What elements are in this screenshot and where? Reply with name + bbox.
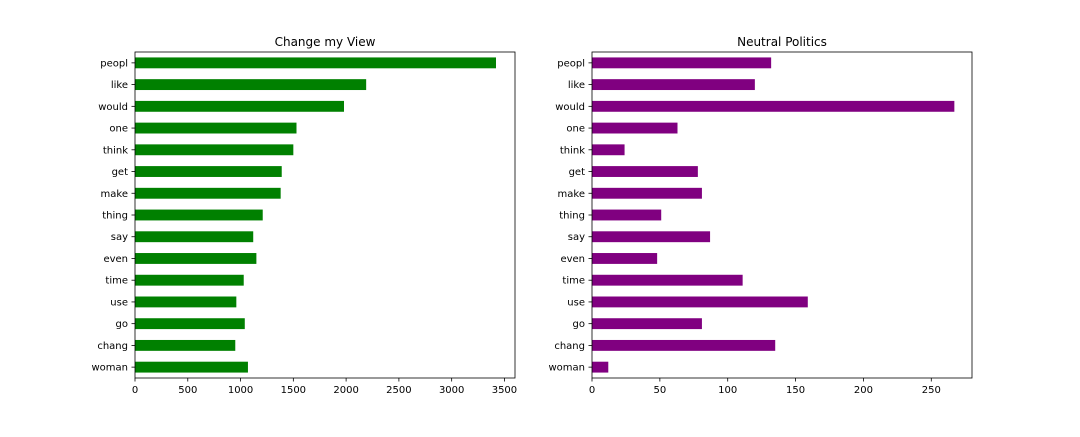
chart-panel-neutral-politics: Neutral Politics peopl like would one think g… [548, 35, 973, 396]
y-tick-label: go [573, 319, 585, 330]
y-tick-label: thing [559, 211, 585, 222]
y-tick-label: chang [554, 341, 585, 352]
bar-even [135, 253, 257, 264]
bar-peopl [592, 57, 772, 69]
y-tick-label: one [109, 124, 128, 135]
bar-thing [592, 209, 662, 221]
x-tick-label: 3500 [492, 385, 517, 396]
y-tick-label: like [111, 80, 128, 91]
y-tick-label: think [560, 145, 585, 156]
x-tick-label: 3000 [439, 385, 464, 396]
y-tick-label: make [101, 189, 128, 200]
bar-make [592, 187, 702, 199]
bar-peopl [135, 57, 496, 69]
bar-get [592, 166, 698, 177]
bar-one [592, 122, 678, 134]
x-tick-label: 150 [786, 385, 805, 396]
bar-use [135, 296, 237, 308]
y-tick-label: say [111, 232, 128, 243]
bar-like [592, 79, 755, 91]
bar-would [592, 100, 955, 112]
chart-title: Neutral Politics [737, 35, 827, 49]
y-tick-label: make [558, 189, 585, 200]
y-tick-label: would [98, 102, 128, 113]
chart-title: Change my View [275, 35, 376, 49]
y-tick-label: like [568, 80, 585, 91]
bar-time [592, 274, 743, 286]
x-tick-label: 50 [653, 385, 666, 396]
x-tick-label: 0 [589, 385, 595, 396]
bar-think [592, 144, 625, 156]
bar-chang [135, 339, 236, 351]
y-tick-label: get [112, 167, 129, 178]
y-tick-label: get [569, 167, 586, 178]
bar-would [135, 100, 344, 112]
y-tick-label: even [560, 254, 585, 265]
x-tick-label: 2000 [333, 385, 358, 396]
bar-woman [135, 361, 248, 373]
y-tick-label: use [567, 297, 585, 308]
x-tick-label: 250 [922, 385, 941, 396]
y-tick-label: peopl [100, 58, 128, 69]
y-tick-label: time [562, 276, 585, 287]
bar-think [135, 144, 294, 156]
y-tick-label: even [103, 254, 128, 265]
bar-go [592, 318, 702, 330]
x-tick-label: 500 [178, 385, 197, 396]
y-tick-label: think [103, 145, 128, 156]
y-tick-label: woman [548, 363, 585, 374]
y-tick-label: say [568, 232, 585, 243]
x-tick-label: 200 [854, 385, 873, 396]
x-tick-label: 0 [132, 385, 138, 396]
bar-like [135, 79, 367, 91]
x-tick-label: 1000 [228, 385, 253, 396]
bar-go [135, 318, 245, 330]
bar-woman [592, 361, 609, 373]
y-tick-label: thing [102, 211, 128, 222]
bar-chang [592, 339, 776, 351]
y-tick-label: would [555, 102, 585, 113]
bar-time [135, 274, 244, 286]
y-tick-label: time [105, 276, 128, 287]
y-tick-label: use [110, 297, 128, 308]
x-tick-label: 100 [718, 385, 737, 396]
chart-panel-change-my-view: Change my View peopl like would one think get… [91, 35, 517, 396]
bar-one [135, 122, 297, 134]
x-tick-label: 1500 [281, 385, 306, 396]
bar-say [135, 231, 254, 243]
y-tick-label: go [116, 319, 128, 330]
y-tick-label: one [566, 124, 585, 135]
x-tick-label: 2500 [386, 385, 411, 396]
y-tick-label: peopl [557, 58, 585, 69]
bar-use [592, 296, 808, 308]
bar-even [592, 253, 658, 264]
bar-thing [135, 209, 263, 221]
bar-say [592, 231, 711, 243]
y-tick-label: woman [91, 363, 128, 374]
bar-get [135, 166, 282, 177]
y-tick-label: chang [97, 341, 128, 352]
bar-make [135, 187, 281, 199]
